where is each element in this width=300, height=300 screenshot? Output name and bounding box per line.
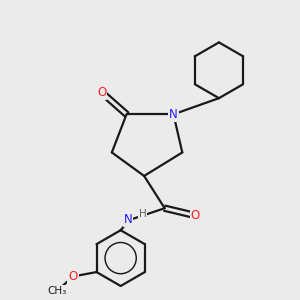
Text: N: N (169, 108, 178, 121)
Text: CH₃: CH₃ (47, 286, 67, 296)
Text: O: O (68, 270, 78, 283)
Text: H: H (139, 208, 146, 218)
Text: N: N (124, 214, 132, 226)
Text: O: O (191, 209, 200, 222)
Text: O: O (97, 86, 106, 99)
